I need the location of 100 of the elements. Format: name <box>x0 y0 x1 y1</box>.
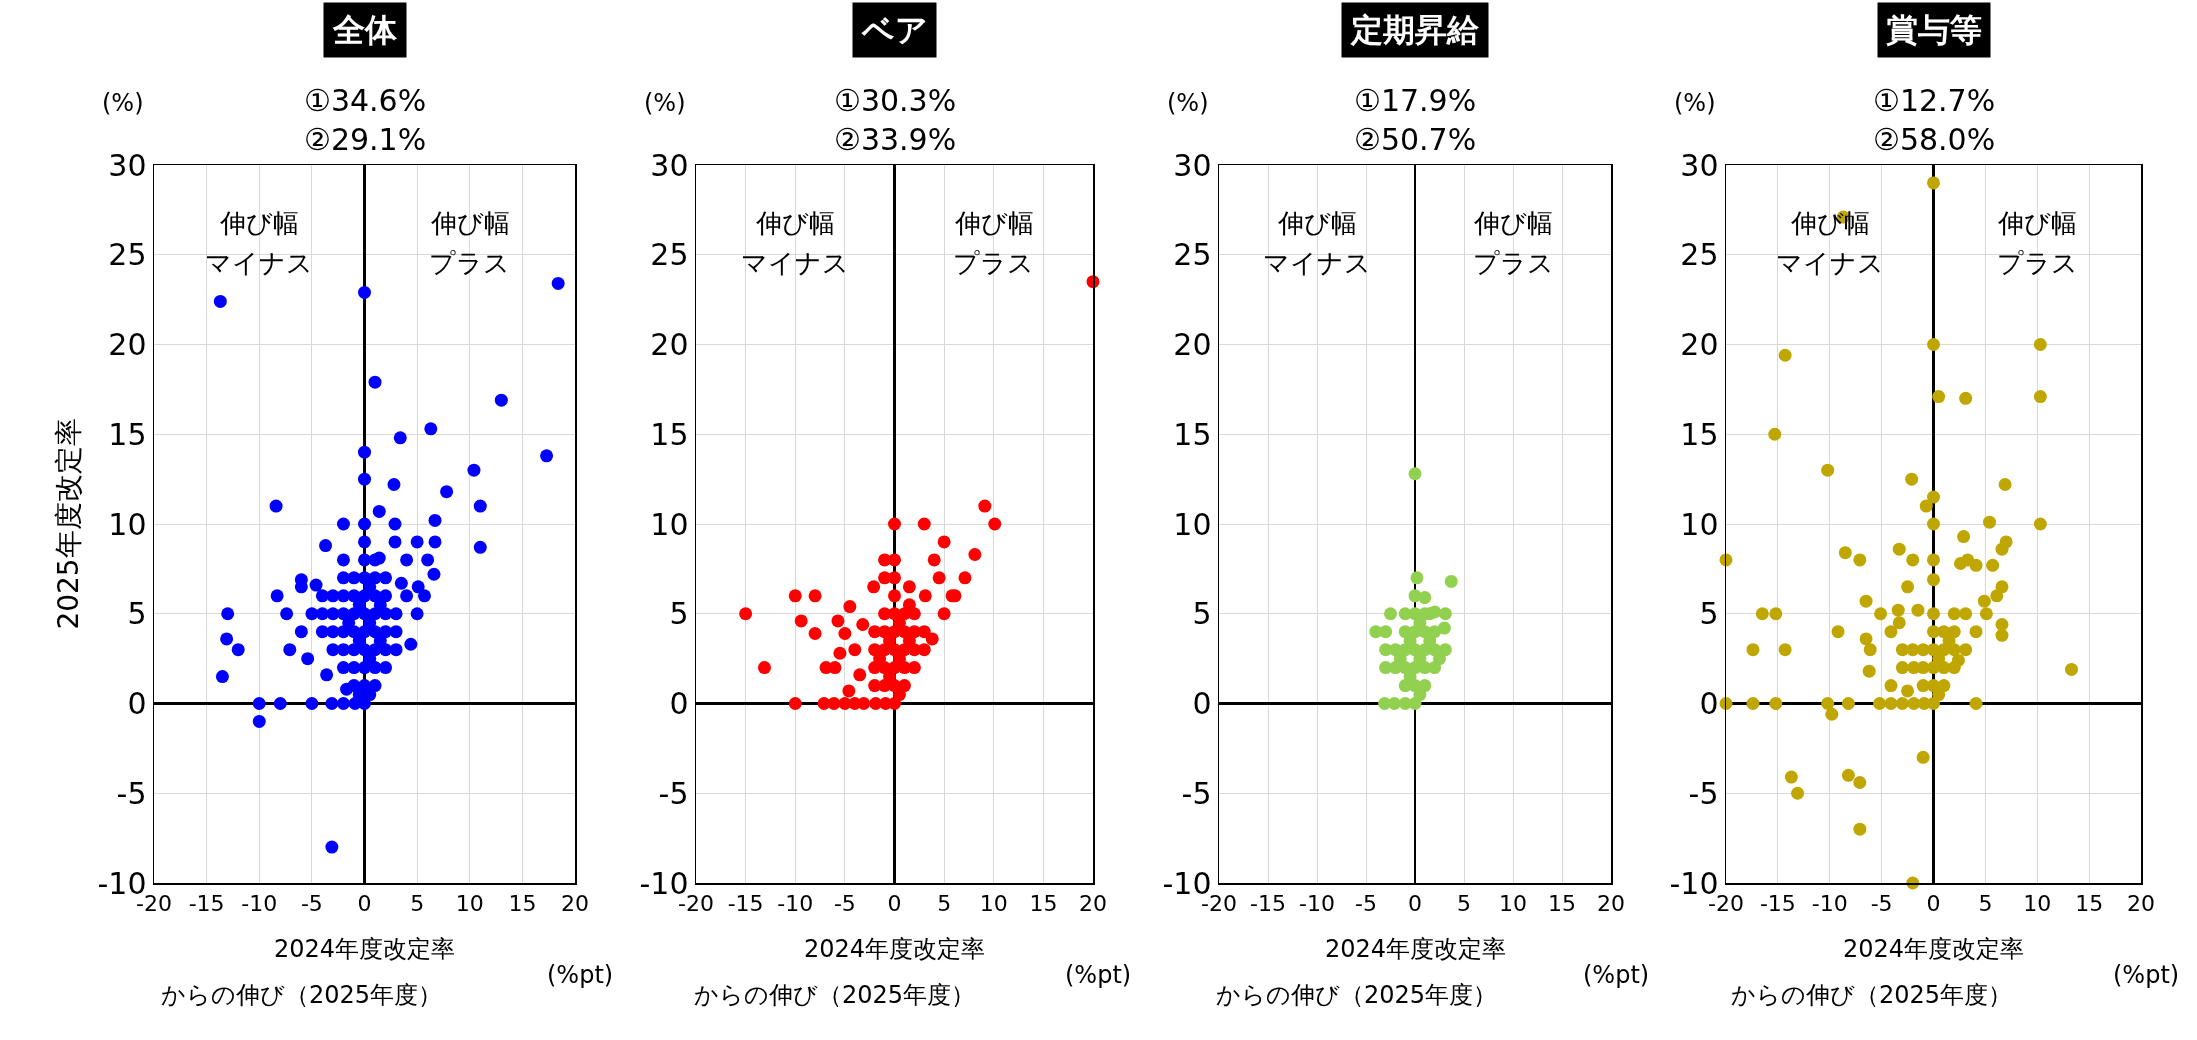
y-tick-label: 5 <box>127 596 147 632</box>
x-tick-label: -10 <box>241 890 278 916</box>
x-tick-label: 5 <box>410 890 425 916</box>
annotation: 伸び幅 <box>219 208 299 238</box>
chart-title: 賞与等 <box>1886 11 1982 49</box>
point <box>1444 574 1458 588</box>
annotation: 伸び幅 <box>1997 208 2077 238</box>
y-tick-label: 25 <box>650 237 689 273</box>
x-tick-label: -5 <box>300 890 323 916</box>
x-axis-title: 2024年度改定率 <box>1325 935 1507 963</box>
y-tick-label: 20 <box>1173 327 1212 362</box>
x-tick-label: 0 <box>1408 890 1422 916</box>
x-tick-label: 5 <box>937 890 952 916</box>
y-tick-label: 0 <box>127 686 147 721</box>
x-axis-title: 2024年度改定率 <box>1843 935 2025 963</box>
y-tick-label: 0 <box>1192 686 1212 721</box>
x-tick-label: 5 <box>1978 890 1993 916</box>
point <box>1384 607 1397 621</box>
point <box>1403 670 1417 684</box>
annotation: マイナス <box>1776 248 1884 278</box>
annotation: プラス <box>1997 248 2078 278</box>
x-tick-label: 0 <box>1926 890 1941 916</box>
x-tick-label: 10 <box>2023 890 2052 916</box>
text: (%) <box>1674 89 1716 117</box>
annotation: プラス <box>429 248 510 278</box>
x-tick-label: 20 <box>1079 890 1107 916</box>
annotation: マイナス <box>741 248 849 278</box>
text: からの伸び（2025年度） <box>161 981 443 1009</box>
chart-subtitle: ①17.9% ②50.7% <box>1354 83 1477 157</box>
point <box>1379 625 1393 639</box>
text: (%) <box>1167 89 1209 117</box>
point <box>1410 571 1424 585</box>
point <box>1408 589 1422 603</box>
point <box>1413 652 1427 666</box>
y-tick-label: 20 <box>1680 327 1719 362</box>
annotation: 伸び幅 <box>1790 208 1870 238</box>
text: からの伸び（2025年度） <box>1731 981 2013 1009</box>
point <box>1398 607 1412 621</box>
y-tick-label: 5 <box>1699 596 1719 632</box>
y-tick-label: 0 <box>1699 686 1719 721</box>
point <box>1393 652 1407 666</box>
x-tick-label: 20 <box>1597 890 1625 916</box>
y-tick-label: -5 <box>1181 775 1212 811</box>
y-tick-label: -5 <box>658 775 689 811</box>
x-tick-label: 15 <box>1548 890 1576 916</box>
chart-subtitle: ①34.6% ②29.1% <box>304 83 427 157</box>
point <box>1387 697 1401 710</box>
text: (%) <box>644 89 686 117</box>
annotation: プラス <box>1473 248 1554 278</box>
text: からの伸び（2025年度） <box>694 981 976 1009</box>
y-tick-label: 0 <box>669 686 689 721</box>
chart-subtitle: ①30.3% ②33.9% <box>834 83 957 157</box>
point <box>1423 634 1437 648</box>
point <box>1408 467 1422 481</box>
x-tick-label: 15 <box>1029 890 1058 916</box>
chart-title: 定期昇給 <box>1350 11 1480 49</box>
y-tick-label: 15 <box>108 416 147 452</box>
y-tick-label: 15 <box>1173 416 1212 452</box>
x-tick-label: -10 <box>777 890 814 916</box>
x-tick-label: -10 <box>1811 890 1848 916</box>
y-axis-title: 2025年度改定率 <box>52 418 86 630</box>
x-tick-label: -5 <box>833 890 856 916</box>
x-tick-label: -10 <box>1299 890 1335 916</box>
annotation: 伸び幅 <box>430 208 510 238</box>
y-tick-label: 30 <box>108 147 147 183</box>
x-tick-label: -5 <box>1355 890 1377 916</box>
x-tick-label: -15 <box>727 890 764 916</box>
x-tick-label: -5 <box>1870 890 1893 916</box>
x-tick-label: 0 <box>887 890 902 916</box>
point <box>1403 634 1417 648</box>
annotation: マイナス <box>205 248 313 278</box>
annotation: 伸び幅 <box>1277 208 1357 238</box>
x-tick-label: 5 <box>1457 890 1471 916</box>
point <box>1428 661 1442 675</box>
point <box>1413 616 1427 630</box>
y-tick-label: 15 <box>1680 416 1719 452</box>
text: (%pt) <box>1583 961 1650 989</box>
annotation: マイナス <box>1263 248 1371 278</box>
x-tick-label: 15 <box>2075 890 2104 916</box>
x-tick-label: 0 <box>357 890 372 916</box>
x-axis-title: 2024年度改定率 <box>274 935 456 963</box>
x-tick-label: 15 <box>508 890 537 916</box>
annotation: プラス <box>953 248 1034 278</box>
text: (%pt) <box>547 961 614 989</box>
y-tick-label: 20 <box>650 327 689 362</box>
y-tick-label: 25 <box>1173 237 1212 273</box>
y-tick-label: 10 <box>1173 506 1212 542</box>
y-tick-label: 5 <box>669 596 689 632</box>
y-tick-label: 30 <box>1680 147 1719 183</box>
x-axis-title: 2024年度改定率 <box>804 935 986 963</box>
y-tick-label: 10 <box>1680 506 1719 542</box>
point <box>1437 621 1451 635</box>
y-tick-label: 10 <box>650 506 689 542</box>
y-tick-label: 30 <box>650 147 689 183</box>
y-tick-label: 5 <box>1192 596 1212 632</box>
point <box>1413 688 1427 702</box>
y-tick-label: 25 <box>108 237 147 273</box>
x-tick-label: 20 <box>561 890 589 916</box>
annotation: 伸び幅 <box>755 208 835 238</box>
y-tick-label: 10 <box>108 506 147 542</box>
